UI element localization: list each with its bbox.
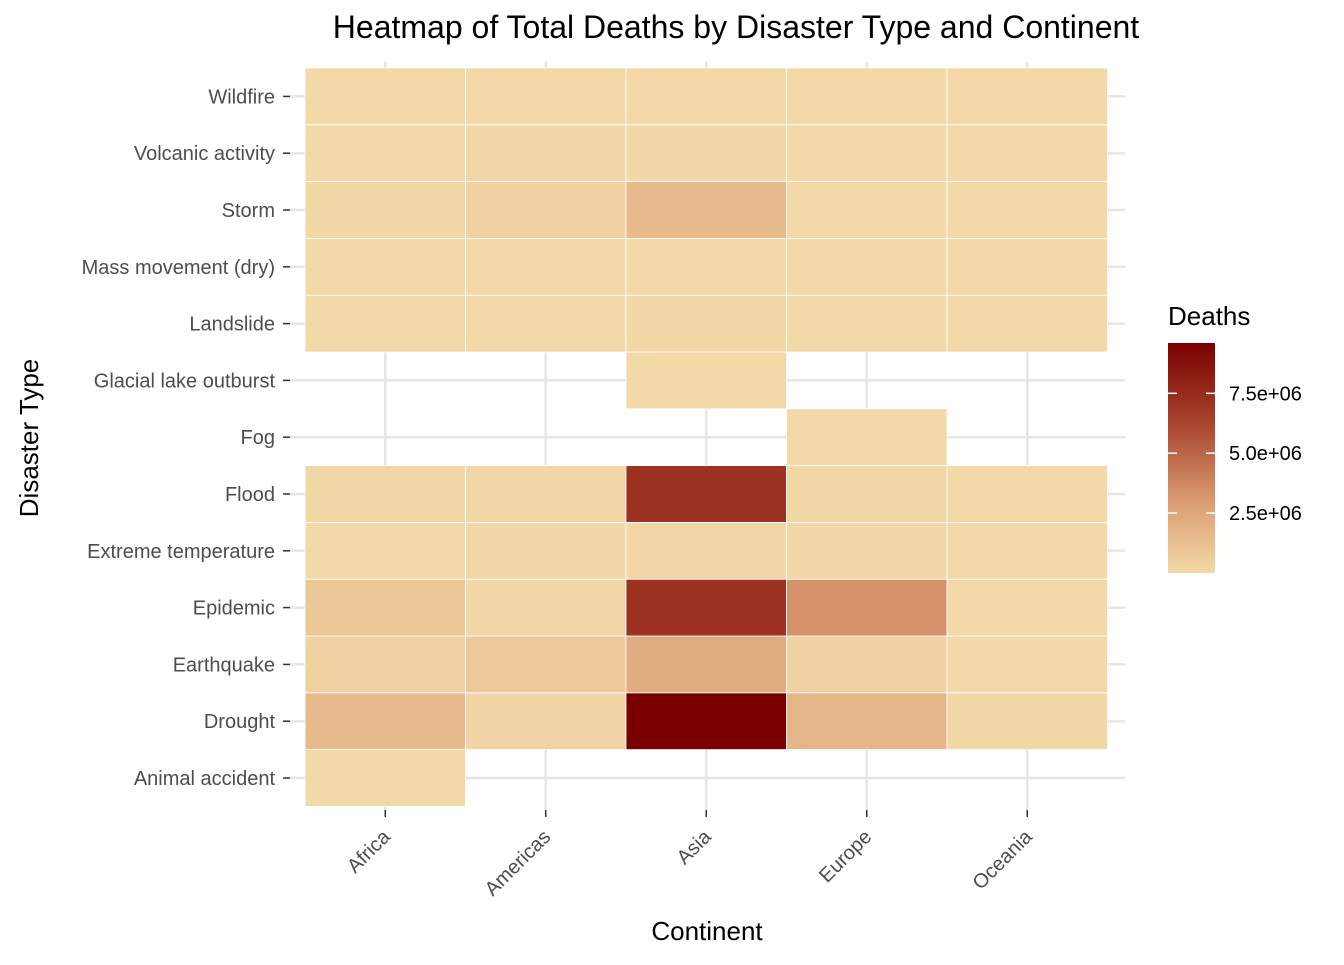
heatmap-cell [946,465,1108,523]
heatmap-cell [304,67,466,126]
heatmap-cell [465,692,627,750]
heatmap-cell [786,692,948,750]
heatmap-cell [625,522,787,580]
heatmap-cell [304,749,466,807]
legend-label: 5.0e+06 [1229,443,1302,465]
heatmap-cell [625,124,787,183]
heatmap-cell [946,124,1108,183]
heatmap-cell [946,237,1108,296]
heatmap-cell [625,351,787,410]
heatmap-cell [465,181,627,239]
x-tick-label: Americas [481,826,556,901]
y-tick-label: Drought [204,711,276,733]
y-tick-label: Flood [225,484,275,506]
heatmap-cell [304,465,466,523]
heatmap-cell [304,578,466,637]
heatmap-cell [946,294,1108,353]
x-tick-label: Europe [815,826,876,887]
heatmap-cell [625,635,787,694]
heatmap-cell [304,692,466,750]
heatmap-cell [304,635,466,694]
heatmap-cell [625,181,787,239]
heatmap-cell [786,522,948,580]
heatmap-cell [625,692,787,750]
chart-title: Heatmap of Total Deaths by Disaster Type… [333,9,1140,45]
y-axis-title: Disaster Type [14,359,44,517]
heatmap-cell [946,635,1108,694]
heatmap-cell [946,181,1108,239]
heatmap-cell [946,578,1108,637]
heatmap-cell [465,465,627,523]
y-tick-label: Extreme temperature [87,541,275,563]
heatmap-cell [465,294,627,353]
heatmap-cell [465,578,627,637]
heatmap-cell [786,635,948,694]
heatmap-cell [465,67,627,126]
heatmap-cell [465,635,627,694]
x-tick-label: Oceania [969,825,1038,894]
heatmap-cell [304,294,466,353]
x-axis-title: Continent [651,916,763,946]
y-tick-label: Wildfire [208,86,275,108]
y-tick-label: Earthquake [173,654,275,676]
heatmap-cell [786,124,948,183]
heatmap-cell [786,578,948,637]
heatmap-cell [625,465,787,523]
y-tick-label: Storm [222,200,275,222]
heatmap-cell [625,67,787,126]
heatmap-cell [786,465,948,523]
heatmap-cell [946,522,1108,580]
heatmap-cell [625,294,787,353]
heatmap-cell [786,294,948,353]
y-tick-label: Mass movement (dry) [82,257,275,279]
heatmap-cell [786,408,948,466]
legend: Deaths 2.5e+06 5.0e+06 7.5e+06 [1168,301,1302,573]
heatmap-cells [304,67,1108,807]
y-axis-ticks: Animal accident Drought Earthquake Epidemic… [82,86,290,790]
heatmap-cell [304,522,466,580]
heatmap-cell [465,237,627,296]
legend-label: 2.5e+06 [1229,503,1302,525]
heatmap-cell [465,522,627,580]
y-tick-label: Volcanic activity [134,143,275,165]
heatmap-cell [786,67,948,126]
heatmap-cell [304,124,466,183]
heatmap-cell [786,237,948,296]
y-tick-label: Animal accident [134,768,276,790]
legend-label: 7.5e+06 [1229,383,1302,405]
x-tick-label: Asia [673,825,717,869]
heatmap-cell [946,692,1108,750]
y-tick-label: Fog [241,427,275,449]
heatmap-cell [946,67,1108,126]
heatmap-cell [625,237,787,296]
heatmap-cell [304,237,466,296]
y-tick-label: Landslide [189,314,275,336]
heatmap-cell [304,181,466,239]
x-tick-label: Africa [343,825,395,877]
legend-title: Deaths [1168,301,1250,331]
heatmap-cell [786,181,948,239]
legend-colorbar [1168,343,1215,573]
y-tick-label: Glacial lake outburst [94,370,276,392]
y-tick-label: Epidemic [193,598,275,620]
heatmap-cell [625,578,787,637]
x-axis-ticks: Africa Americas Asia Europe Oceania [343,810,1037,900]
heatmap-cell [465,124,627,183]
